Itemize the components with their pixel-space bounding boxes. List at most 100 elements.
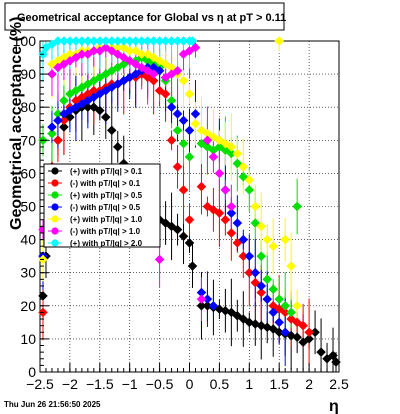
data-point [184,125,195,136]
y-tick-label: 60 [20,165,36,181]
data-point [244,185,255,195]
data-point [148,75,159,86]
data-point [292,300,302,311]
data-point [232,148,243,159]
y-tick-label: 20 [20,298,36,314]
data-point [280,327,291,338]
data-point [190,108,201,119]
data-point [178,231,189,242]
data-point [292,201,302,212]
y-tick-labels: 0 10 20 30 40 50 60 70 80 90 100 [13,33,37,380]
data-point [226,201,237,212]
x-tick-label: −1 [122,376,138,392]
legend: (+) with pT/|q| > 0.1 (-) with pT/|q| > 0… [43,163,161,248]
data-point [202,135,213,146]
legend-label: (+) with pT/|q| > 1.0 [70,215,143,224]
data-point [274,294,285,305]
legend-marker [51,191,59,199]
data-point [331,357,341,367]
x-tick-label: −2.5 [26,376,54,392]
data-point [184,89,195,99]
legend-label: (+) with pT/|q| > 2.0 [70,239,143,248]
data-point [94,105,105,116]
legend-label: (-) with pT/|q| > 1.0 [70,227,141,236]
data-point [53,135,63,146]
legend-marker [51,167,59,175]
data-point [100,112,111,122]
data-point [154,254,165,265]
data-point [256,281,267,291]
data-point [262,234,273,245]
data-point [280,300,291,311]
data-point [304,334,314,344]
legend-marker [51,179,59,187]
data-point [274,36,285,46]
data-point [184,214,195,225]
data-point [172,108,183,119]
x-axis-title: η [329,398,339,414]
y-axis-title: Geometrical acceptance (%) [8,17,25,230]
data-point [280,234,291,245]
data-point [238,234,249,245]
data-point [187,261,198,271]
data-point [238,161,249,172]
data-point [166,135,177,146]
data-point [172,65,183,76]
data-point [208,300,219,311]
data-point [166,102,177,113]
data-point [178,185,189,195]
data-point [256,287,267,298]
data-point [59,122,69,132]
legend-marker [51,227,59,235]
data-point [232,218,243,228]
legend-marker [51,215,59,223]
y-tick-label: 30 [20,265,36,281]
legend-label: (+) with pT/|q| > 0.1 [70,167,143,176]
data-point [47,128,57,139]
data-point [298,320,308,331]
data-point [316,347,326,357]
title-box: Geometrical acceptance for Global vs η a… [4,2,286,31]
x-tick-label: 1.5 [269,376,289,392]
data-point [190,42,201,53]
data-point [226,142,237,152]
data-point [304,327,314,338]
y-tick-label: 80 [20,99,36,115]
legend-label: (+) with pT/|q| > 0.5 [70,191,143,200]
x-tick-label: 2 [305,376,313,392]
data-point [59,95,69,106]
y-tick-label: 100 [13,33,37,49]
data-point [226,228,237,238]
data-point [214,168,225,179]
data-point [178,75,189,86]
data-point [274,317,285,328]
data-point [53,115,63,126]
data-point [38,291,48,301]
data-point [190,118,201,129]
data-point [184,151,195,162]
legend-marker [51,239,59,247]
y-tick-label: 0 [28,364,36,380]
data-point [286,307,297,318]
y-tick-label: 40 [20,232,36,248]
legend-marker [51,203,59,211]
data-point [328,350,338,361]
x-tick-label: 0.5 [210,376,230,392]
x-tick-label: −1.5 [86,376,114,392]
x-tick-label: 0 [186,376,194,392]
data-point [262,294,273,305]
plot-area [38,36,341,373]
data-point [178,138,189,149]
y-tick-label: 50 [20,199,36,215]
data-point [220,214,231,225]
data-point [172,161,183,172]
y-tick-label: 70 [20,132,36,148]
data-point [196,181,207,192]
data-point [112,142,123,152]
data-point [106,125,117,136]
data-point [256,251,267,262]
timestamp: Thu Jun 26 21:56:50 2025 [4,400,101,409]
data-point [268,284,279,295]
y-tick-label: 10 [20,331,36,347]
